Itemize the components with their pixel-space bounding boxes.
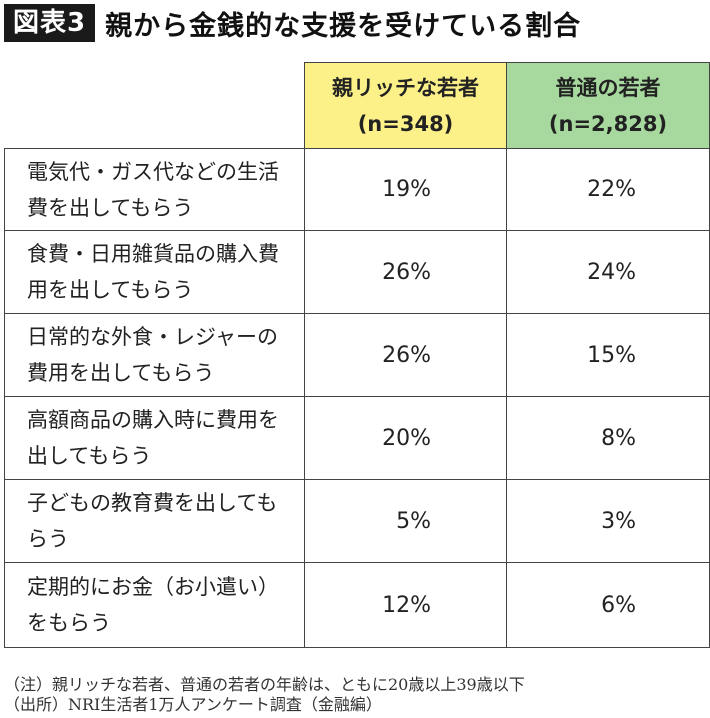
- figure-title: 親から金銭的な支援を受けている割合: [105, 10, 582, 42]
- row-label: 定期的にお金（お小遣い） をもらう: [4, 562, 305, 648]
- table-corner: [4, 62, 305, 149]
- table-row: 日常的な外食・レジャーの 費用を出してもらう 26% 15%: [4, 313, 710, 397]
- figure-header: 図表3 親から金銭的な支援を受けている割合: [4, 4, 581, 42]
- row-label-line: 子どもの教育費を出しても: [27, 491, 278, 515]
- row-label: 子どもの教育費を出しても らう: [4, 479, 305, 563]
- row-label-line: をもらう: [27, 611, 111, 635]
- column-header-sample: (n=348): [357, 111, 454, 136]
- column-header-label: 親リッチな若者: [332, 75, 479, 100]
- row-label-line: 食費・日用雑貨品の購入費: [27, 242, 279, 266]
- column-header-normal: 普通の若者 (n=2,828): [506, 62, 710, 149]
- table-row: 電気代・ガス代などの生活 費を出してもらう 19% 22%: [4, 148, 710, 231]
- row-label-line: 費を出してもらう: [27, 195, 194, 220]
- data-table: 親リッチな若者 (n=348) 普通の若者 (n=2,828) 電気代・ガス代な…: [4, 62, 710, 648]
- column-header-label: 普通の若者: [555, 75, 661, 100]
- row-label-line: 用を出してもらう: [27, 278, 194, 302]
- value-rich: 26%: [304, 313, 507, 397]
- value-rich: 26%: [304, 230, 507, 314]
- row-label: 電気代・ガス代などの生活 費を出してもらう: [4, 148, 305, 231]
- row-label: 食費・日用雑貨品の購入費 用を出してもらう: [4, 230, 305, 314]
- table-header-row: 親リッチな若者 (n=348) 普通の若者 (n=2,828): [4, 62, 710, 149]
- value-normal: 8%: [506, 396, 710, 480]
- row-label: 日常的な外食・レジャーの 費用を出してもらう: [4, 313, 305, 397]
- row-label-line: 日常的な外食・レジャーの: [27, 325, 278, 349]
- row-label-line: らう: [27, 527, 69, 551]
- row-label: 高額商品の購入時に費用を 出してもらう: [4, 396, 305, 480]
- table-row: 定期的にお金（お小遣い） をもらう 12% 6%: [4, 562, 710, 648]
- row-label-line: 高額商品の購入時に費用を: [27, 408, 279, 432]
- table-row: 子どもの教育費を出しても らう 5% 3%: [4, 479, 710, 563]
- row-label-line: 費用を出してもらう: [27, 361, 215, 385]
- figure-badge: 図表3: [4, 4, 96, 42]
- value-rich: 20%: [304, 396, 507, 480]
- row-label-line: 出してもらう: [27, 444, 152, 468]
- table-row: 食費・日用雑貨品の購入費 用を出してもらう 26% 24%: [4, 230, 710, 314]
- source-note: （出所）NRI生活者1万人アンケート調査（金融編）: [4, 695, 382, 714]
- value-normal: 22%: [506, 148, 710, 231]
- row-label-line: 定期的にお金（お小遣い）: [27, 575, 279, 599]
- value-normal: 24%: [506, 230, 710, 314]
- value-normal: 15%: [506, 313, 710, 397]
- value-normal: 3%: [506, 479, 710, 563]
- column-header-rich: 親リッチな若者 (n=348): [304, 62, 507, 149]
- value-normal: 6%: [506, 562, 710, 648]
- age-note: （注）親リッチな若者、普通の若者の年齢は、ともに20歳以上39歳以下: [4, 675, 525, 694]
- column-header-sample: (n=2,828): [548, 111, 668, 136]
- footnotes: （注）親リッチな若者、普通の若者の年齢は、ともに20歳以上39歳以下 （出所）N…: [4, 675, 525, 715]
- row-label-line: 電気代・ガス代などの生活: [27, 159, 279, 184]
- table-row: 高額商品の購入時に費用を 出してもらう 20% 8%: [4, 396, 710, 480]
- value-rich: 5%: [304, 479, 507, 563]
- value-rich: 12%: [304, 562, 507, 648]
- value-rich: 19%: [304, 148, 507, 231]
